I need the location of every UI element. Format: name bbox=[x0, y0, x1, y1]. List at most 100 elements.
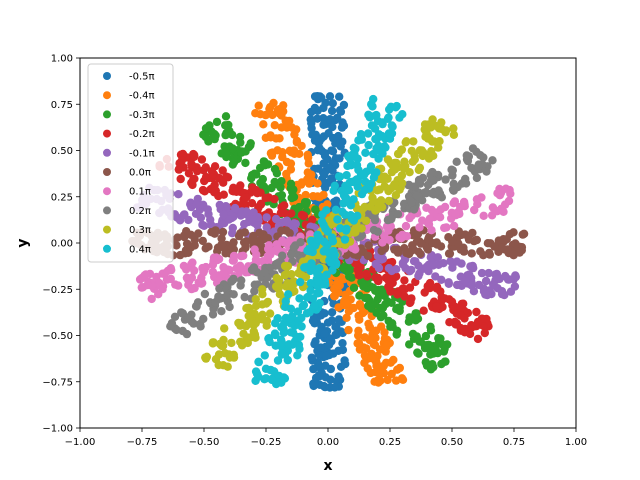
y-tick-label: −1.00 bbox=[42, 424, 73, 435]
data-point bbox=[357, 135, 366, 144]
data-point bbox=[419, 148, 428, 157]
data-point bbox=[393, 245, 402, 254]
data-point bbox=[313, 230, 322, 239]
data-point bbox=[307, 170, 316, 179]
data-point bbox=[221, 130, 230, 140]
data-point bbox=[392, 265, 401, 274]
data-point bbox=[370, 213, 379, 222]
data-point bbox=[384, 113, 393, 122]
data-point bbox=[509, 228, 518, 237]
data-point bbox=[220, 324, 229, 333]
data-point bbox=[180, 232, 189, 242]
data-point bbox=[198, 185, 208, 195]
data-point bbox=[284, 290, 293, 299]
data-point bbox=[321, 245, 330, 254]
data-point bbox=[280, 201, 289, 210]
data-point bbox=[147, 294, 156, 304]
data-point bbox=[198, 220, 207, 230]
x-axis: −1.00 −0.75 −0.50 −0.25 0.00 0.25 0.50 0.75 1.00 bbox=[65, 428, 587, 448]
data-point bbox=[315, 264, 324, 273]
data-point bbox=[254, 101, 263, 110]
data-point bbox=[450, 209, 460, 218]
data-point bbox=[310, 103, 320, 113]
y-tick-label: 1.00 bbox=[51, 54, 73, 65]
data-point bbox=[472, 307, 481, 317]
data-point bbox=[335, 106, 345, 115]
data-point bbox=[350, 228, 359, 237]
data-point bbox=[319, 159, 328, 168]
data-point bbox=[342, 313, 351, 322]
data-point bbox=[375, 185, 384, 194]
data-point bbox=[474, 162, 483, 171]
data-point bbox=[246, 139, 255, 148]
data-point bbox=[380, 172, 389, 181]
data-point bbox=[460, 277, 470, 286]
data-point bbox=[315, 288, 324, 298]
data-point bbox=[459, 247, 469, 256]
data-point bbox=[283, 279, 292, 288]
data-point bbox=[271, 319, 280, 328]
data-point bbox=[364, 140, 373, 150]
data-point bbox=[423, 180, 433, 190]
data-point bbox=[282, 169, 291, 179]
data-point bbox=[349, 143, 358, 152]
data-point bbox=[472, 173, 482, 183]
data-point bbox=[346, 211, 355, 220]
data-point bbox=[363, 209, 372, 218]
data-point bbox=[459, 197, 469, 207]
data-point bbox=[414, 261, 423, 270]
data-point bbox=[378, 238, 387, 247]
data-point bbox=[397, 179, 407, 188]
data-point bbox=[184, 280, 193, 290]
data-point bbox=[422, 341, 431, 351]
data-point bbox=[184, 248, 193, 257]
data-point bbox=[397, 374, 407, 383]
data-point bbox=[276, 183, 285, 192]
data-point bbox=[170, 312, 180, 321]
data-point bbox=[374, 263, 384, 273]
data-point bbox=[215, 339, 225, 349]
data-point bbox=[409, 205, 419, 214]
data-point bbox=[497, 243, 507, 252]
data-point bbox=[247, 174, 256, 183]
data-point bbox=[366, 368, 375, 378]
data-point bbox=[228, 223, 237, 233]
data-point bbox=[369, 197, 378, 206]
data-point bbox=[427, 226, 436, 235]
data-point bbox=[334, 315, 344, 324]
data-point bbox=[262, 213, 271, 222]
data-point bbox=[414, 349, 423, 358]
data-point bbox=[384, 129, 394, 138]
legend-label: 0.4π bbox=[129, 244, 151, 255]
legend-marker bbox=[103, 148, 111, 157]
data-point bbox=[432, 302, 441, 311]
data-point bbox=[199, 314, 208, 324]
data-point bbox=[484, 268, 493, 278]
data-point bbox=[234, 318, 243, 328]
data-point bbox=[307, 119, 316, 128]
data-point bbox=[506, 287, 516, 296]
data-point bbox=[460, 328, 469, 337]
data-point bbox=[285, 146, 294, 155]
data-point bbox=[339, 121, 349, 130]
data-point bbox=[415, 163, 425, 172]
data-point bbox=[293, 333, 302, 342]
data-point bbox=[263, 252, 272, 261]
data-point bbox=[481, 276, 491, 286]
data-point bbox=[461, 179, 471, 188]
data-point bbox=[320, 329, 329, 338]
data-point bbox=[325, 115, 335, 124]
legend-label: -0.4π bbox=[129, 91, 155, 102]
data-point bbox=[373, 227, 382, 236]
data-point bbox=[273, 259, 282, 268]
data-point bbox=[384, 264, 394, 273]
y-axis: −1.00 −0.75 −0.50 −0.25 0.00 0.25 0.50 0.75 1.00 bbox=[42, 54, 80, 435]
data-point bbox=[182, 239, 192, 248]
data-point bbox=[387, 214, 396, 224]
data-point bbox=[369, 94, 378, 104]
data-point bbox=[376, 312, 386, 322]
legend-marker bbox=[103, 225, 111, 234]
data-point bbox=[440, 357, 449, 366]
data-point bbox=[393, 365, 402, 374]
data-point bbox=[476, 151, 485, 160]
